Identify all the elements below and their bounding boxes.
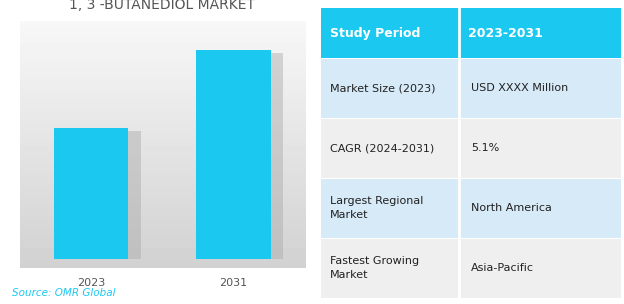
Text: Source: OMR Global: Source: OMR Global — [12, 288, 116, 298]
Text: Asia-Pacific: Asia-Pacific — [471, 263, 534, 273]
Text: USD XXXX Million: USD XXXX Million — [471, 83, 568, 93]
Bar — [203, 53, 283, 259]
Bar — [197, 50, 271, 259]
Bar — [54, 129, 128, 259]
Text: Largest Regional
Market: Largest Regional Market — [330, 196, 424, 220]
Text: Market Size (2023): Market Size (2023) — [330, 83, 436, 93]
Text: 1, 3 -BUTANEDIOL MARKET: 1, 3 -BUTANEDIOL MARKET — [69, 0, 255, 12]
Text: Fastest Growing
Market: Fastest Growing Market — [330, 256, 419, 280]
Text: 5.1%: 5.1% — [471, 143, 499, 153]
Bar — [61, 131, 141, 259]
Text: North America: North America — [471, 203, 552, 213]
Text: 2023-2031: 2023-2031 — [468, 26, 543, 40]
Text: CAGR (2024-2031): CAGR (2024-2031) — [330, 143, 434, 153]
Text: Study Period: Study Period — [330, 26, 421, 40]
